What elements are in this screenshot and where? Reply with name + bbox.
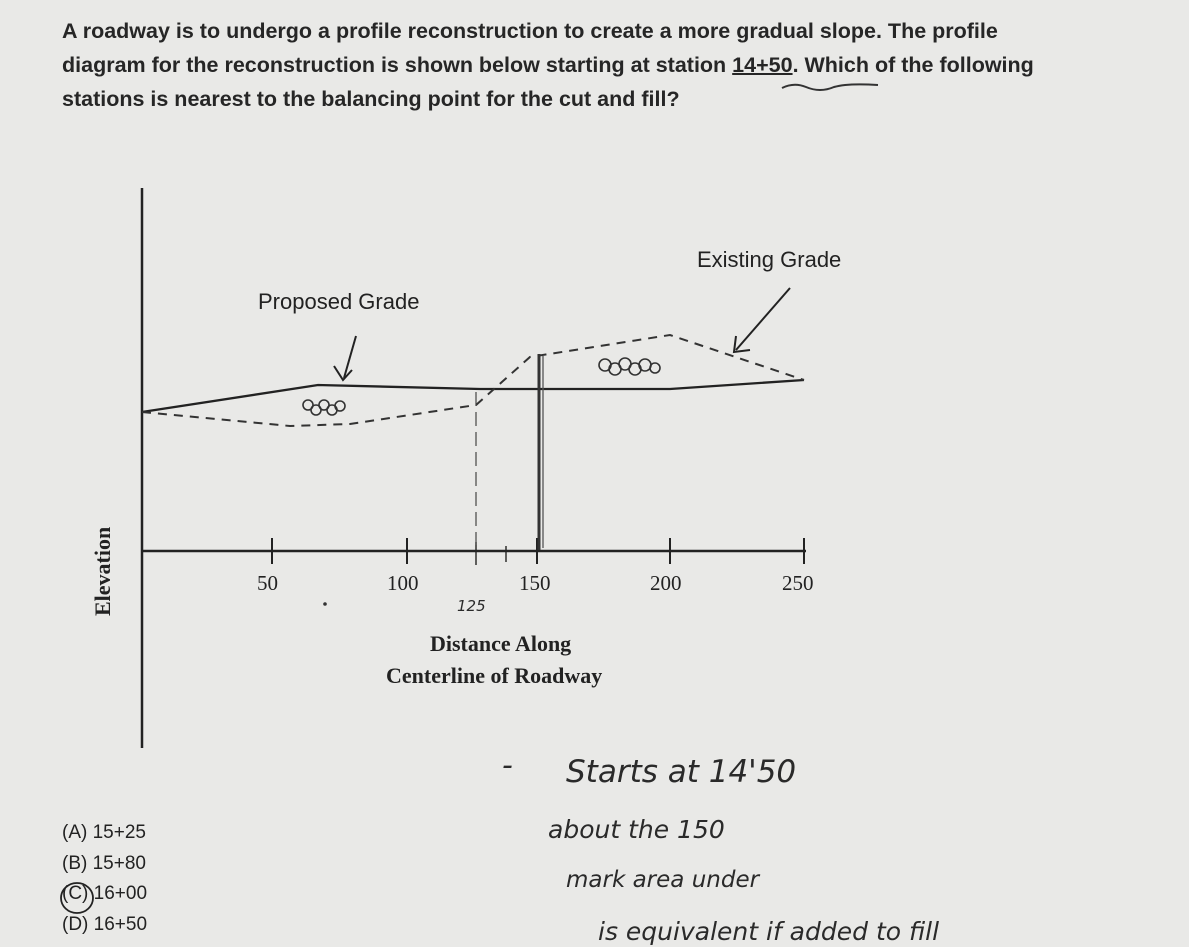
choice-c[interactable]: (C) 16+00	[62, 883, 148, 904]
tick-label-200: 200	[650, 571, 682, 595]
answer-choices: (A) 15+25 (B) 15+80 (C) 16+00 (D) 16+50	[62, 818, 147, 940]
question-line-2: diagram for the reconstruction is shown …	[62, 48, 1172, 82]
proposed-grade-label: Proposed Grade	[258, 289, 419, 314]
existing-grade-label: Existing Grade	[697, 247, 841, 272]
question-text: A roadway is to undergo a profile recons…	[62, 14, 1172, 116]
y-axis-label: Elevation	[90, 527, 115, 616]
choice-b[interactable]: (B) 15+80	[62, 852, 146, 874]
choice-a[interactable]: (A) 15+25	[62, 822, 146, 843]
tick-label-50: 50	[257, 571, 278, 595]
proposed-grade-line	[141, 378, 805, 414]
proposed-grade-arrow	[333, 335, 357, 382]
x-axis-title-line-1: Distance Along	[430, 631, 571, 656]
question-line-1: A roadway is to undergo a profile recons…	[62, 19, 998, 43]
handwritten-dash: -	[502, 748, 513, 783]
station-underline-squiggle	[781, 83, 879, 91]
tick-label-150: 150	[519, 571, 551, 595]
handwritten-line-1: Starts at 14'50	[566, 754, 796, 790]
question-line-3: stations is nearest to the balancing poi…	[62, 87, 680, 111]
stray-mark	[323, 602, 327, 606]
handwritten-line-2: about the 150	[548, 815, 725, 844]
handwritten-line-4: is equivalent if added to fill	[598, 917, 939, 946]
choice-d[interactable]: (D) 16+50	[62, 913, 148, 935]
x-axis-title-line-2: Centerline of Roadway	[386, 663, 602, 688]
question-line-2-suffix: . Which of the following	[792, 53, 1034, 77]
question-line-2-prefix: diagram for the reconstruction is shown …	[62, 53, 733, 77]
handwritten-line-3: mark area under	[566, 867, 761, 893]
tick-label-100: 100	[387, 571, 419, 595]
handwritten-125: 125	[457, 597, 486, 615]
tick-label-250: 250	[782, 571, 814, 595]
x-axis-ticks	[271, 538, 805, 565]
cut-area-scribble	[598, 357, 661, 376]
start-station: 14+50	[732, 53, 793, 77]
fill-area-scribble	[302, 399, 346, 416]
existing-grade-line	[141, 333, 805, 428]
existing-grade-arrow	[732, 287, 791, 354]
choice-c-circle	[60, 882, 94, 914]
